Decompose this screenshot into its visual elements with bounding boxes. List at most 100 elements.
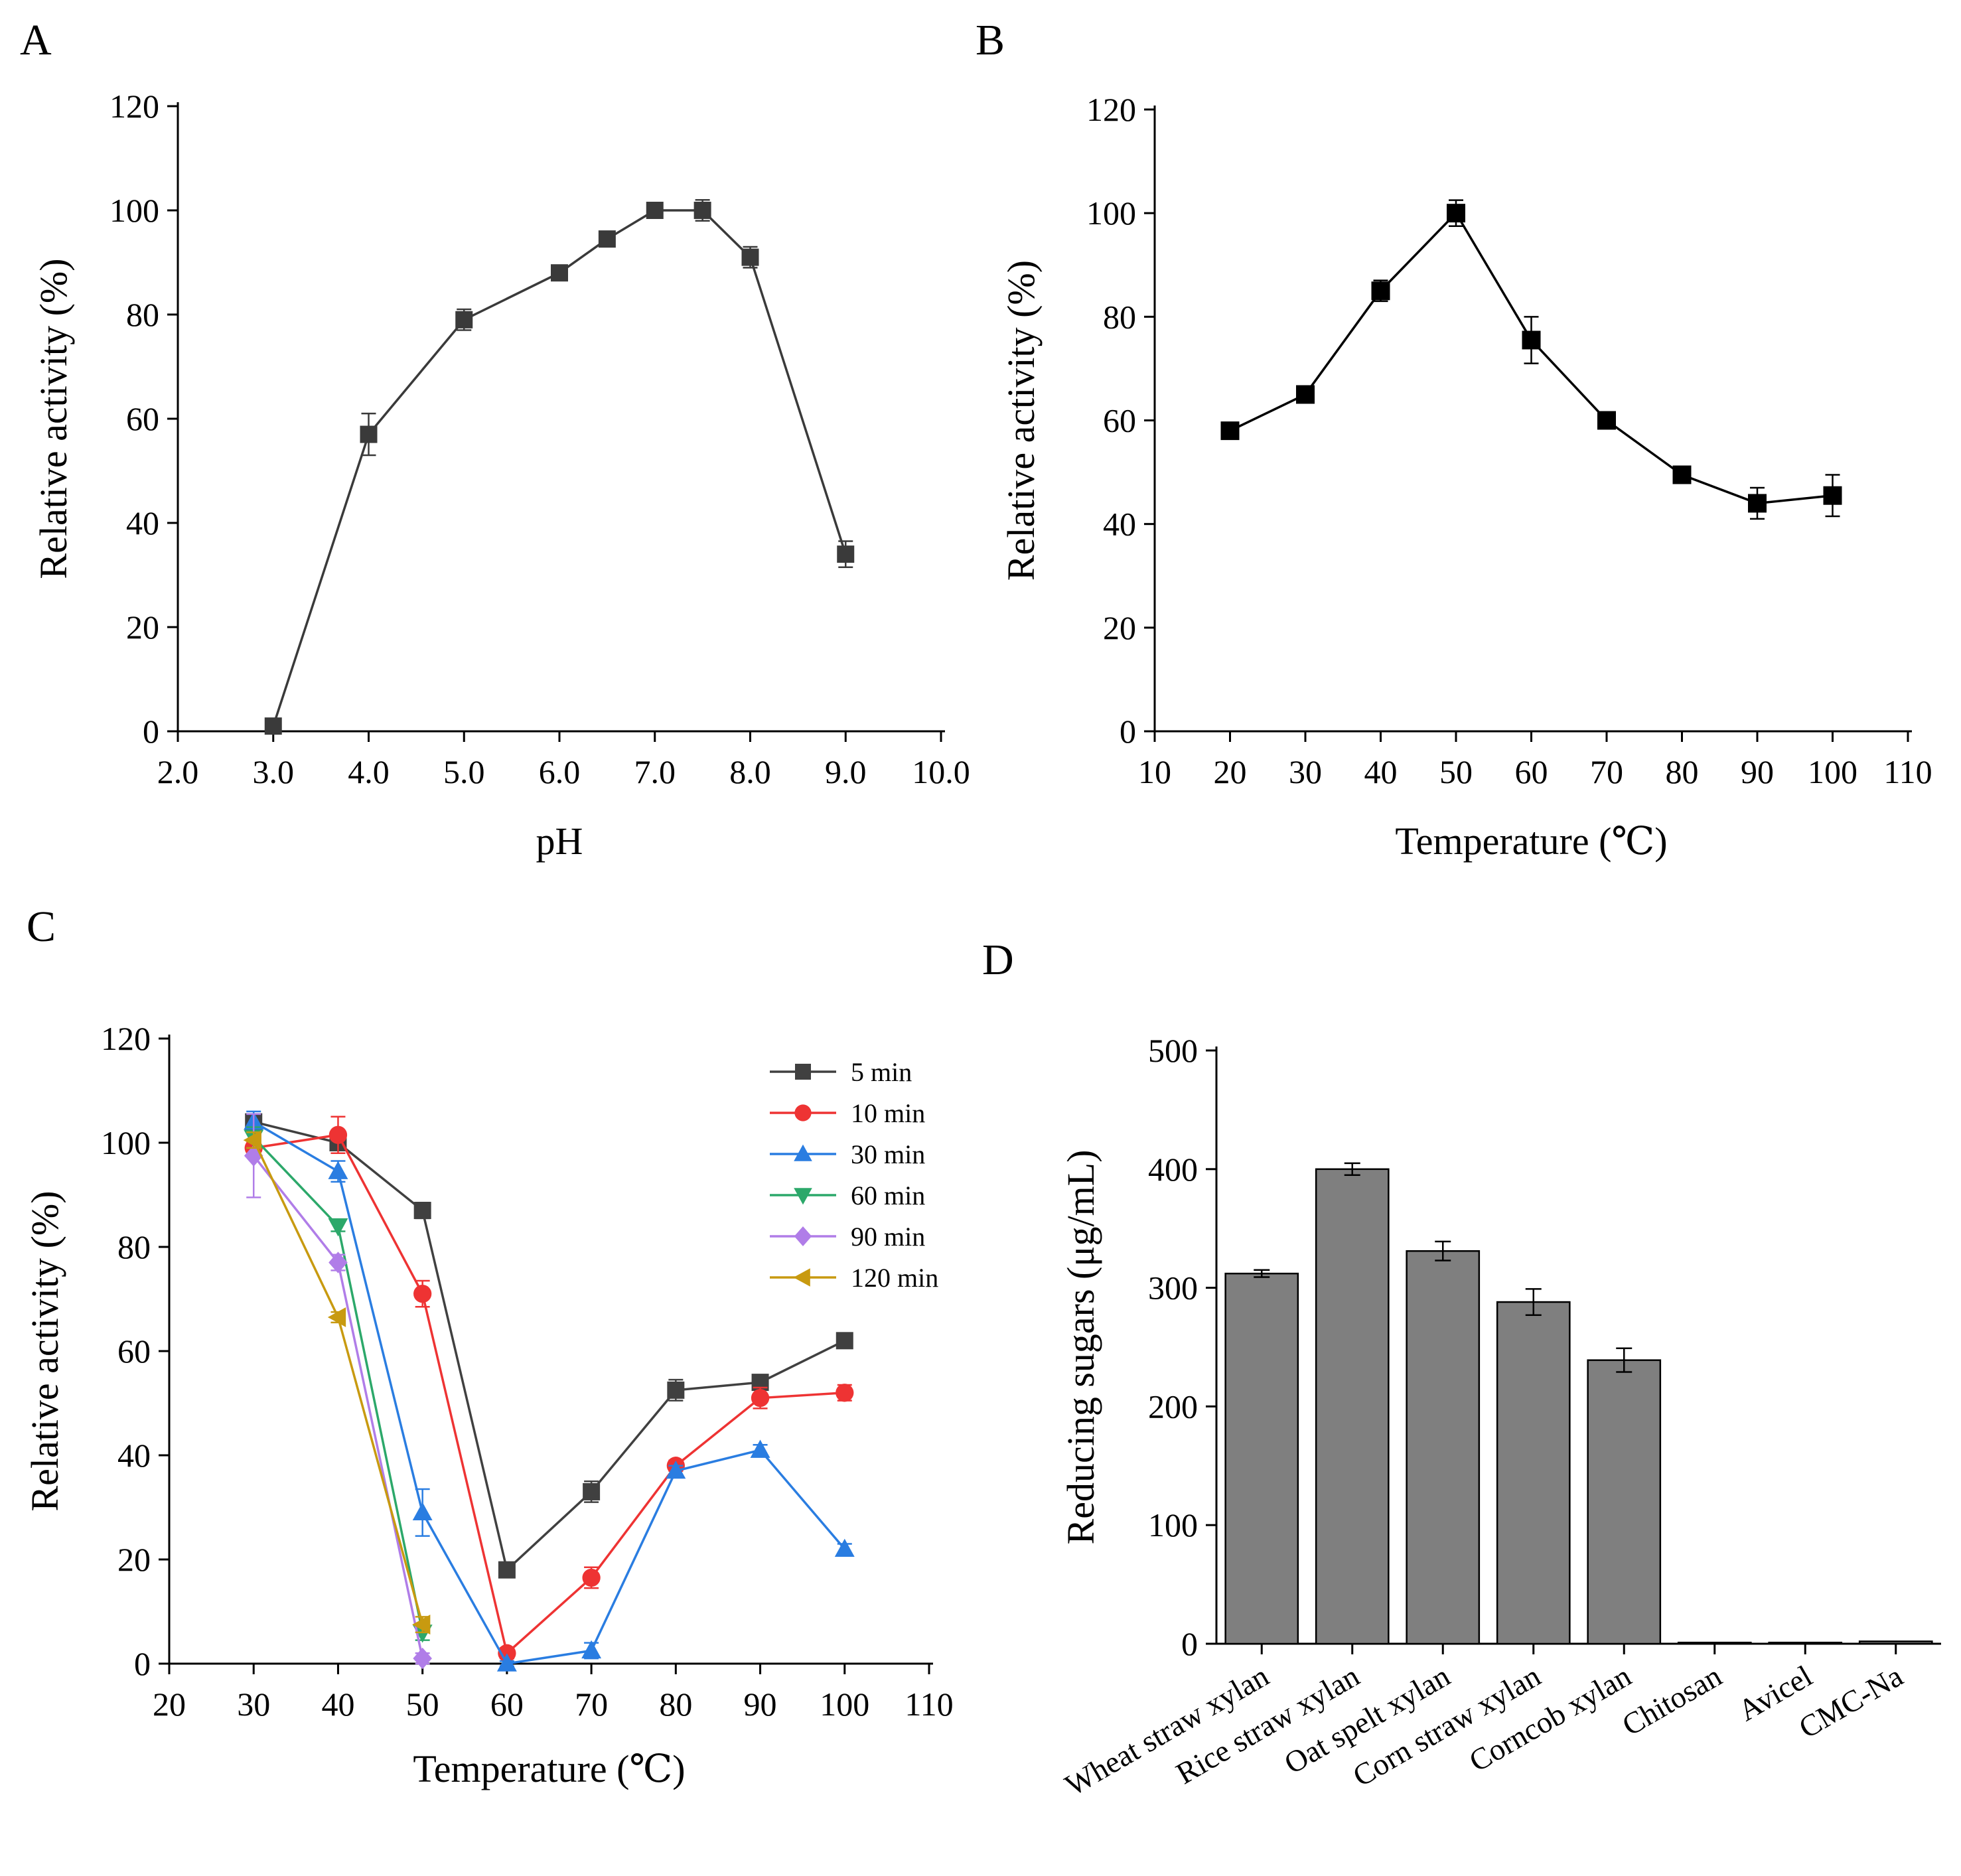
data-point-0-3 [498,1561,516,1579]
data-point-2-1 [328,1161,348,1179]
x-tick-label: 20 [1214,753,1247,790]
series-line-0 [253,1120,845,1573]
y-tick-label: 40 [1103,506,1136,543]
data-point-2-4 [581,1640,602,1659]
data-point-0-8 [837,545,855,563]
data-point-0-4 [598,230,616,248]
series-line-0 [272,209,847,727]
bar-5 [1677,1641,1752,1645]
data-point-0-0 [264,717,282,735]
y-tick-label: 80 [1103,298,1136,335]
legend-marker [795,1064,811,1080]
x-tick-label: 30 [237,1686,270,1723]
x-tick-label: 40 [321,1686,354,1723]
legend-marker [794,1104,812,1121]
y-tick-label: 20 [1103,609,1136,646]
y-axis-title: Reducing sugars (μg/mL) [1059,1150,1102,1545]
x-axis-title: Temperature (℃) [413,1747,685,1790]
y-tick-label: 60 [117,1333,151,1370]
y-tick-label: 500 [1148,1032,1198,1069]
data-point-3-1 [328,1218,348,1237]
x-tick-label: 2.0 [157,753,199,790]
data-point-0-0 [1220,421,1240,441]
y-tick-label: 60 [1103,402,1136,439]
x-tick-label: 10.0 [912,753,970,790]
y-tick-label: 100 [101,1124,151,1161]
panel-label-c: C [27,902,56,951]
x-tick-label: 9.0 [825,753,867,790]
x-tick-label: 50 [406,1686,439,1723]
y-tick-label: 100 [109,192,159,229]
bar-0 [1224,1272,1299,1645]
x-tick-label: 70 [1590,753,1623,790]
data-point-0-3 [1447,204,1465,223]
chart-panel-b: 0 20 40 60 80 100 120 10 20 30 40 50 60 70 80 90 100 110 T… [999,91,1932,863]
x-tick-label: 90 [1741,753,1774,790]
data-point-5-2 [412,1615,431,1635]
data-point-2-2 [412,1502,433,1521]
data-point-2-6 [750,1439,770,1458]
data-point-0-6 [1672,465,1692,484]
data-point-0-2 [455,311,473,328]
bar-4 [1587,1359,1662,1645]
bar-2 [1406,1250,1481,1645]
y-tick-label: 20 [117,1541,151,1578]
y-tick-label: 80 [126,296,159,333]
panel-label-a: A [20,16,52,64]
legend-marker [793,1268,810,1287]
legend-label: 60 min [851,1181,925,1210]
x-axis-title: pH [536,820,583,863]
x-tick-label: 80 [1666,753,1699,790]
category-label: CMC-Na [1793,1658,1909,1745]
data-point-1-1 [328,1125,348,1144]
y-tick-label: 40 [126,504,159,541]
series-line-5 [252,1139,424,1625]
y-tick-label: 20 [126,609,159,646]
series-line-3 [252,1136,424,1633]
x-tick-label: 60 [490,1686,524,1723]
data-point-0-5 [646,202,664,219]
x-tick-label: 60 [1515,753,1548,790]
panel-label-b: B [976,16,1005,64]
x-tick-label: 80 [659,1686,692,1723]
y-tick-label: 200 [1148,1388,1198,1425]
data-point-0-8 [1823,486,1842,505]
bar-1 [1315,1168,1390,1645]
y-tick-label: 0 [1120,713,1136,750]
y-tick-label: 0 [1181,1625,1198,1662]
x-tick-label: 110 [1883,753,1932,790]
data-point-0-5 [667,1381,685,1399]
data-point-0-6 [693,202,711,219]
series-line-1 [253,1133,845,1656]
data-point-2-3 [496,1653,517,1672]
data-point-0-2 [1371,281,1390,301]
x-tick-label: 4.0 [348,753,390,790]
series-line-2 [253,1121,846,1665]
data-point-4-1 [328,1252,348,1273]
x-tick-label: 6.0 [539,753,581,790]
data-point-0-7 [741,248,759,266]
x-tick-label: 90 [744,1686,777,1723]
data-point-0-2 [413,1202,431,1220]
y-axis-title: Relative activity (%) [23,1191,66,1511]
y-tick-label: 120 [101,1020,151,1057]
x-axis-title: Temperature (℃) [1395,820,1667,863]
data-point-0-1 [1296,385,1315,404]
bar-7 [1858,1640,1933,1645]
data-point-0-1 [360,425,378,443]
x-tick-label: 8.0 [729,753,771,790]
data-point-0-5 [1597,411,1616,430]
x-tick-label: 110 [905,1686,953,1723]
x-tick-label: 5.0 [443,753,485,790]
data-point-5-1 [327,1307,346,1327]
data-point-2-7 [834,1538,855,1557]
y-axis-title: Relative activity (%) [32,258,75,579]
data-point-2-5 [666,1460,686,1479]
data-point-1-4 [582,1568,601,1587]
data-point-5-0 [243,1130,261,1151]
legend-label: 120 min [851,1263,938,1293]
y-tick-label: 100 [1148,1506,1198,1544]
